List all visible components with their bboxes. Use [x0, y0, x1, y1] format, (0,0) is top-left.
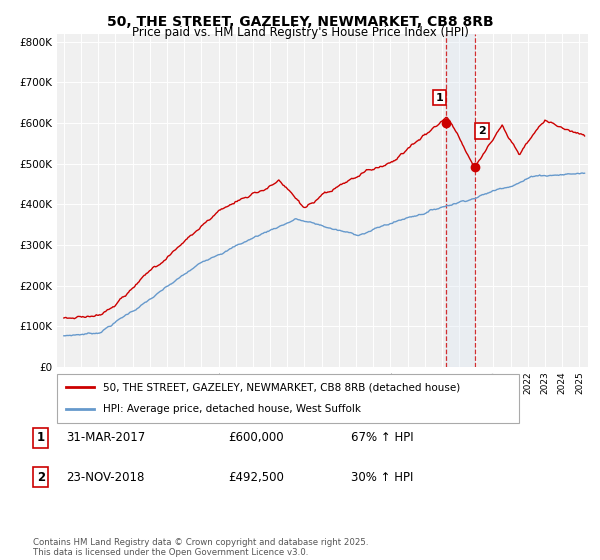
Text: Contains HM Land Registry data © Crown copyright and database right 2025.
This d: Contains HM Land Registry data © Crown c…	[33, 538, 368, 557]
Text: 1: 1	[436, 92, 443, 102]
Text: 67% ↑ HPI: 67% ↑ HPI	[351, 431, 413, 445]
Text: 2: 2	[478, 126, 486, 136]
FancyBboxPatch shape	[57, 374, 519, 423]
Text: Price paid vs. HM Land Registry's House Price Index (HPI): Price paid vs. HM Land Registry's House …	[131, 26, 469, 39]
Text: 50, THE STREET, GAZELEY, NEWMARKET, CB8 8RB: 50, THE STREET, GAZELEY, NEWMARKET, CB8 …	[107, 15, 493, 29]
Text: 31-MAR-2017: 31-MAR-2017	[66, 431, 145, 445]
Text: £492,500: £492,500	[228, 470, 284, 484]
Text: 2: 2	[37, 470, 45, 484]
Text: 23-NOV-2018: 23-NOV-2018	[66, 470, 145, 484]
Text: 1: 1	[37, 431, 45, 445]
Bar	[446, 34, 475, 367]
Text: 50, THE STREET, GAZELEY, NEWMARKET, CB8 8RB (detached house): 50, THE STREET, GAZELEY, NEWMARKET, CB8 …	[103, 382, 460, 393]
Text: £600,000: £600,000	[228, 431, 284, 445]
Text: 30% ↑ HPI: 30% ↑ HPI	[351, 470, 413, 484]
Text: HPI: Average price, detached house, West Suffolk: HPI: Average price, detached house, West…	[103, 404, 361, 414]
